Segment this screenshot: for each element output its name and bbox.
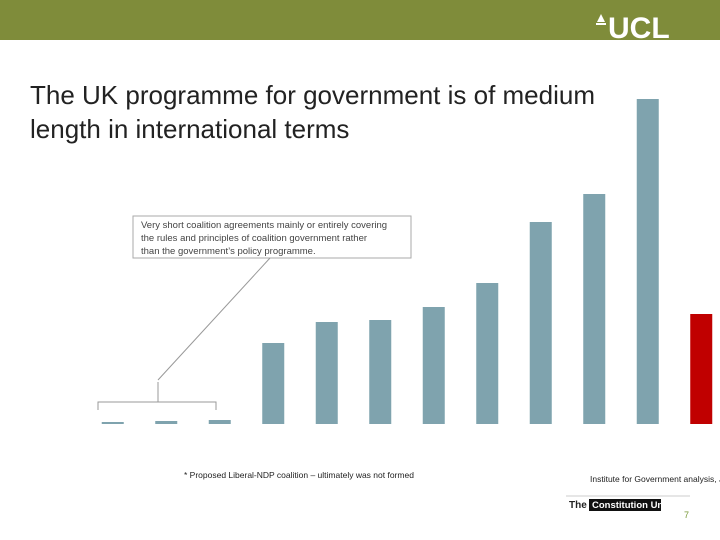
- footnote: * Proposed Liberal-NDP coalition – ultim…: [184, 470, 414, 480]
- bar: [422, 307, 445, 424]
- footer-unit: Constitution Unit: [592, 500, 670, 511]
- footer-the: The: [569, 500, 587, 511]
- bar: [208, 420, 231, 424]
- bar: [636, 99, 659, 424]
- bar: [262, 343, 285, 424]
- title-line: The UK programme for government is of me…: [30, 80, 595, 110]
- page-number: 7: [684, 510, 689, 520]
- bar: [529, 222, 552, 424]
- bar: [101, 422, 124, 424]
- bar: [155, 421, 178, 424]
- bar: [476, 283, 499, 424]
- bracket: [97, 382, 217, 410]
- bar: [583, 194, 606, 424]
- logo: UCL: [608, 12, 670, 45]
- bar: [690, 314, 713, 424]
- logo-icon: [596, 14, 606, 25]
- callout-line: [157, 257, 271, 381]
- title-line: length in international terms: [30, 114, 349, 144]
- source: Institute for Government analysis, Ja: [590, 474, 720, 484]
- bar: [315, 322, 338, 424]
- annotation-line: than the government’s policy programme.: [141, 246, 316, 257]
- annotation-box: [132, 215, 412, 259]
- annotation-line: Very short coalition agreements mainly o…: [141, 220, 387, 231]
- annotation-line: the rules and principles of coalition go…: [141, 233, 367, 244]
- footer-box: [589, 499, 661, 511]
- bar: [369, 320, 392, 424]
